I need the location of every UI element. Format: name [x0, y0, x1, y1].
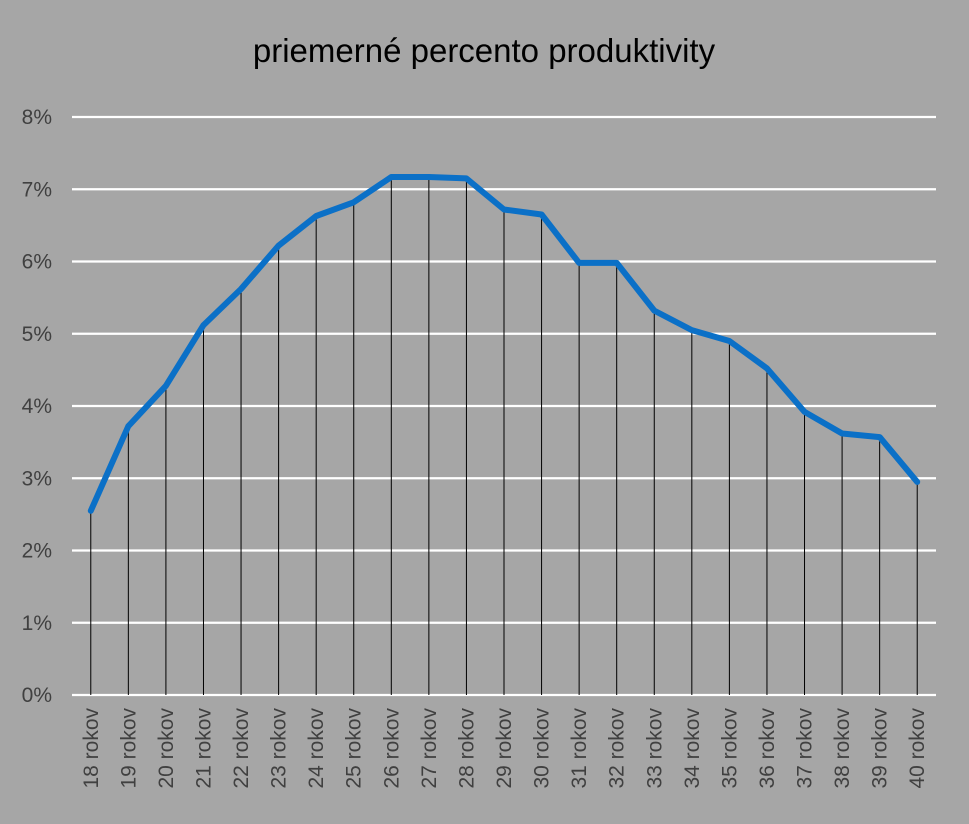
y-tick-label: 0%: [22, 684, 52, 707]
x-axis-ticks: 18 rokov 19 rokov 20 rokov 21 rokov 22 rokov…: [80, 708, 929, 789]
y-tick-label: 3%: [22, 467, 52, 490]
series-line: [87, 174, 921, 514]
x-tick-label: 26 rokov: [380, 708, 403, 789]
y-tick-label: 8%: [22, 106, 52, 129]
x-tick-label: 36 rokov: [756, 708, 779, 789]
drop-lines: [90, 176, 918, 695]
y-axis-ticks: 0% 1% 2% 3% 4% 5% 6% 7% 8%: [22, 106, 52, 707]
x-tick-label: 33 rokov: [643, 708, 666, 789]
y-tick-label: 1%: [22, 612, 52, 635]
x-tick-label: 27 rokov: [418, 708, 441, 789]
chart-title: priemerné percento produktivity: [253, 32, 716, 69]
x-tick-label: 34 rokov: [681, 708, 704, 789]
x-tick-label: 38 rokov: [831, 708, 854, 789]
x-tick-label: 23 rokov: [268, 708, 291, 789]
x-tick-label: 37 rokov: [794, 708, 817, 789]
x-tick-label: 22 rokov: [230, 708, 253, 789]
x-tick-label: 39 rokov: [869, 708, 892, 789]
x-tick-label: 18 rokov: [80, 708, 103, 789]
x-tick-label: 29 rokov: [493, 708, 516, 789]
y-tick-label: 5%: [22, 323, 52, 346]
x-tick-label: 25 rokov: [343, 708, 366, 789]
x-tick-label: 20 rokov: [155, 708, 178, 789]
x-tick-label: 32 rokov: [606, 708, 629, 789]
y-tick-label: 7%: [22, 178, 52, 201]
y-tick-label: 4%: [22, 395, 52, 418]
series-layer: [87, 174, 921, 514]
x-tick-label: 40 rokov: [906, 708, 929, 789]
x-tick-label: 21 rokov: [192, 708, 215, 789]
y-tick-label: 6%: [22, 251, 52, 274]
x-tick-label: 35 rokov: [718, 708, 741, 789]
x-tick-label: 19 rokov: [117, 708, 140, 789]
x-tick-label: 24 rokov: [305, 708, 328, 789]
y-tick-label: 2%: [22, 540, 52, 563]
x-tick-label: 30 rokov: [531, 708, 554, 789]
x-tick-label: 31 rokov: [568, 708, 591, 789]
x-tick-label: 28 rokov: [455, 708, 478, 789]
